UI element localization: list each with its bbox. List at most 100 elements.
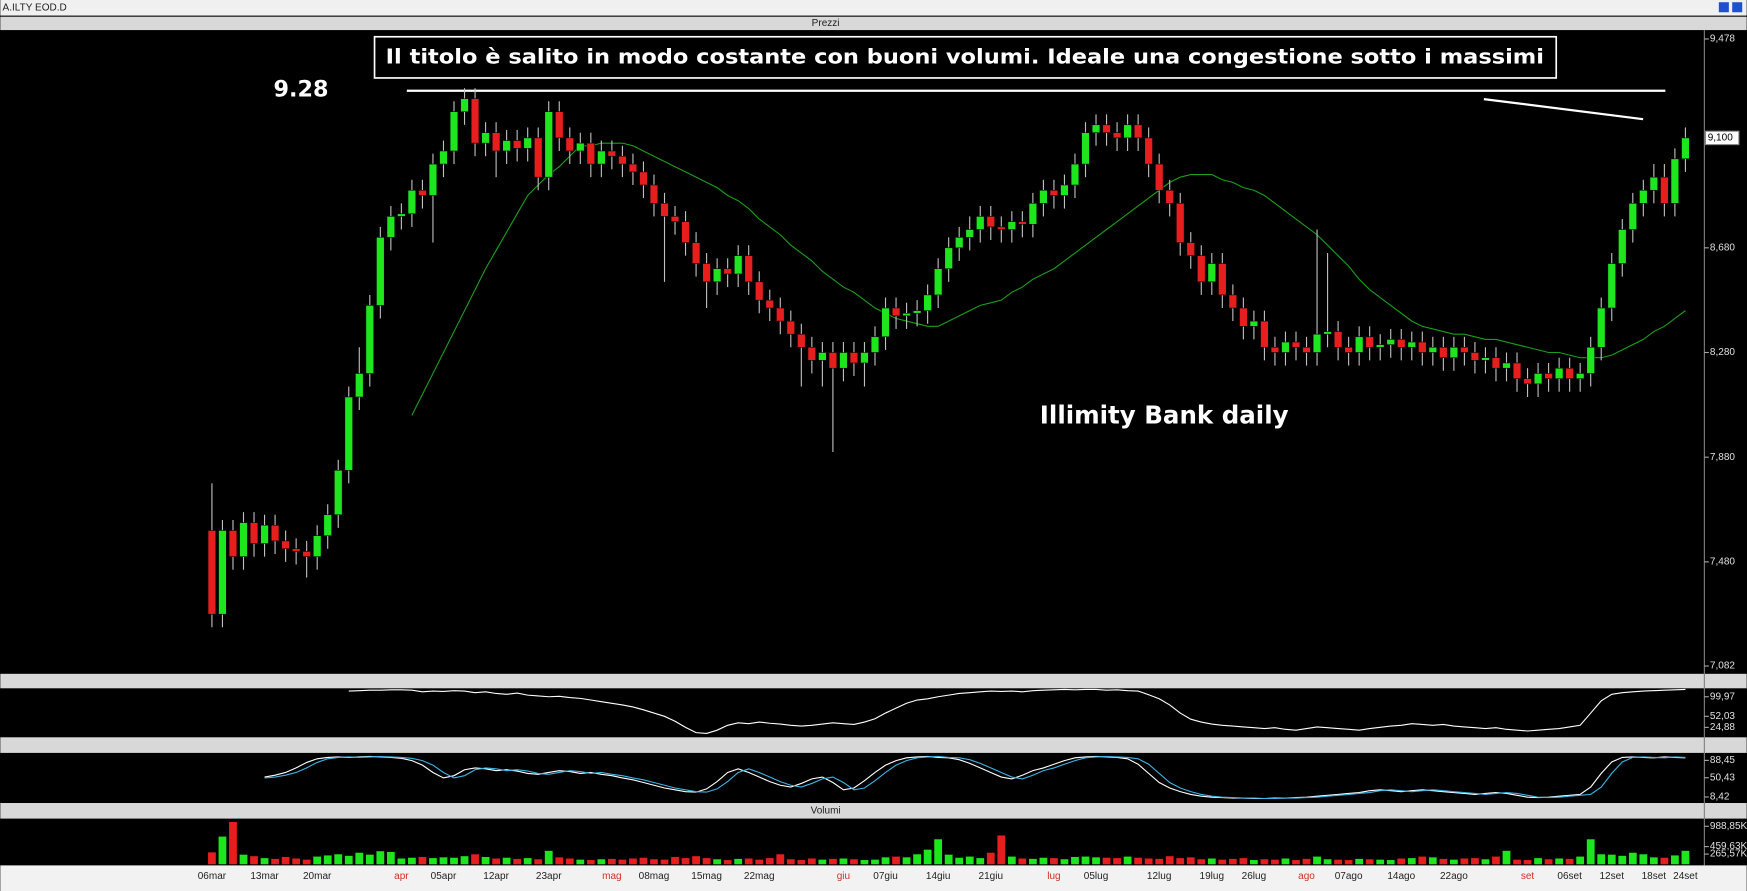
volume-bar: [1218, 859, 1227, 865]
volume-bar: [1050, 858, 1058, 865]
candle-body: [534, 137, 543, 178]
candle-body: [702, 263, 711, 283]
candle-body: [439, 150, 448, 165]
candle-body: [555, 111, 564, 139]
x-tick-label: 18set: [1642, 871, 1667, 882]
y-tick-label: 7,480: [1710, 557, 1735, 568]
volume-bar: [429, 858, 437, 865]
volume-bar: [1302, 858, 1311, 865]
y-tick-label: 24,88: [1710, 722, 1735, 733]
panel-header: [0, 737, 1747, 753]
candle-body: [839, 352, 848, 369]
volume-bar: [1534, 858, 1542, 865]
candle-body: [1049, 189, 1059, 196]
candle-body: [1312, 333, 1322, 353]
y-tick-label: 8,280: [1710, 347, 1735, 358]
volume-bar: [481, 856, 490, 865]
volume-bar: [1039, 857, 1048, 865]
volume-bar: [1197, 859, 1206, 865]
volume-bar: [1239, 858, 1248, 865]
candle-body: [302, 551, 311, 557]
candle-body: [1039, 189, 1048, 204]
candle-body: [207, 530, 217, 615]
volume-bar: [829, 858, 837, 865]
volume-bar: [1144, 858, 1153, 865]
candle-body: [1323, 331, 1332, 335]
x-tick-label: 13mar: [250, 871, 279, 882]
candle-body: [239, 522, 248, 557]
candle-body: [828, 352, 838, 369]
candle-body: [628, 163, 638, 173]
volume-bar: [892, 856, 900, 865]
x-tick-label: 26lug: [1242, 871, 1267, 882]
x-tick-label: 22mag: [744, 871, 775, 882]
volume-bar: [344, 855, 353, 865]
volume-bar: [1281, 858, 1290, 865]
headline: Il titolo è salito in modo costante con …: [386, 44, 1544, 68]
x-tick-label: 08mag: [639, 871, 670, 882]
candle-body: [460, 98, 469, 113]
candle-body: [323, 514, 332, 536]
volume-bar: [334, 854, 343, 865]
x-tick-label: 24set: [1673, 871, 1698, 882]
volume-bar: [323, 855, 332, 865]
candle-body: [639, 171, 648, 186]
volume-bar: [355, 852, 364, 865]
x-tick-label: 07giu: [873, 871, 898, 882]
candle-body: [1407, 341, 1416, 348]
candle-body: [1554, 367, 1564, 379]
volume-bar: [1386, 860, 1395, 865]
volume-bar: [1555, 858, 1564, 865]
volume-bar: [260, 858, 269, 865]
volume-bar: [860, 860, 869, 865]
candle-body: [712, 268, 722, 283]
candle-body: [1597, 307, 1606, 348]
candle-body: [1639, 189, 1648, 204]
panel-header: [0, 673, 1747, 689]
window-button[interactable]: [1732, 2, 1743, 13]
candle-body: [1481, 357, 1490, 361]
candle-body: [1123, 124, 1132, 139]
volume-bar: [1407, 858, 1416, 865]
volume-bar: [1323, 859, 1332, 865]
volume-bar: [1565, 858, 1574, 865]
last-price-label: 9,100: [1708, 133, 1733, 144]
volume-bar: [839, 858, 848, 865]
candle-body: [734, 255, 743, 275]
candle-body: [818, 352, 827, 361]
candle-body: [1197, 255, 1206, 283]
x-tick-label: giu: [837, 871, 850, 882]
x-tick-label: mag: [602, 871, 621, 882]
volume-bar: [1397, 858, 1406, 865]
volume-bar: [713, 859, 722, 865]
candle-body: [1660, 176, 1669, 204]
candle-body: [944, 247, 953, 270]
x-tick-label: 12lug: [1147, 871, 1172, 882]
volume-bar: [976, 858, 985, 865]
candle-body: [1491, 357, 1501, 369]
candle-body: [1281, 341, 1290, 353]
volume-bar: [786, 859, 795, 865]
volume-bar: [1439, 858, 1448, 865]
candle-body: [1565, 367, 1574, 379]
volume-bar: [1544, 859, 1553, 865]
candle-body: [376, 237, 385, 306]
candle-body: [955, 237, 964, 249]
candle-body: [228, 530, 238, 557]
candle-body: [649, 184, 659, 204]
candle-body: [1186, 242, 1195, 256]
volume-bar: [597, 859, 606, 865]
volume-bar: [1660, 857, 1669, 865]
volume-bar: [1523, 860, 1532, 865]
candle-body: [1460, 346, 1469, 353]
volume-bar: [1376, 859, 1385, 865]
candle-body: [1018, 221, 1027, 225]
window-button[interactable]: [1718, 2, 1729, 13]
candle-body: [1112, 132, 1122, 139]
candle-body: [1670, 158, 1680, 204]
candle-body: [912, 310, 922, 314]
candle-body: [1060, 184, 1069, 196]
candle-body: [891, 307, 901, 317]
volume-bar: [871, 859, 879, 865]
